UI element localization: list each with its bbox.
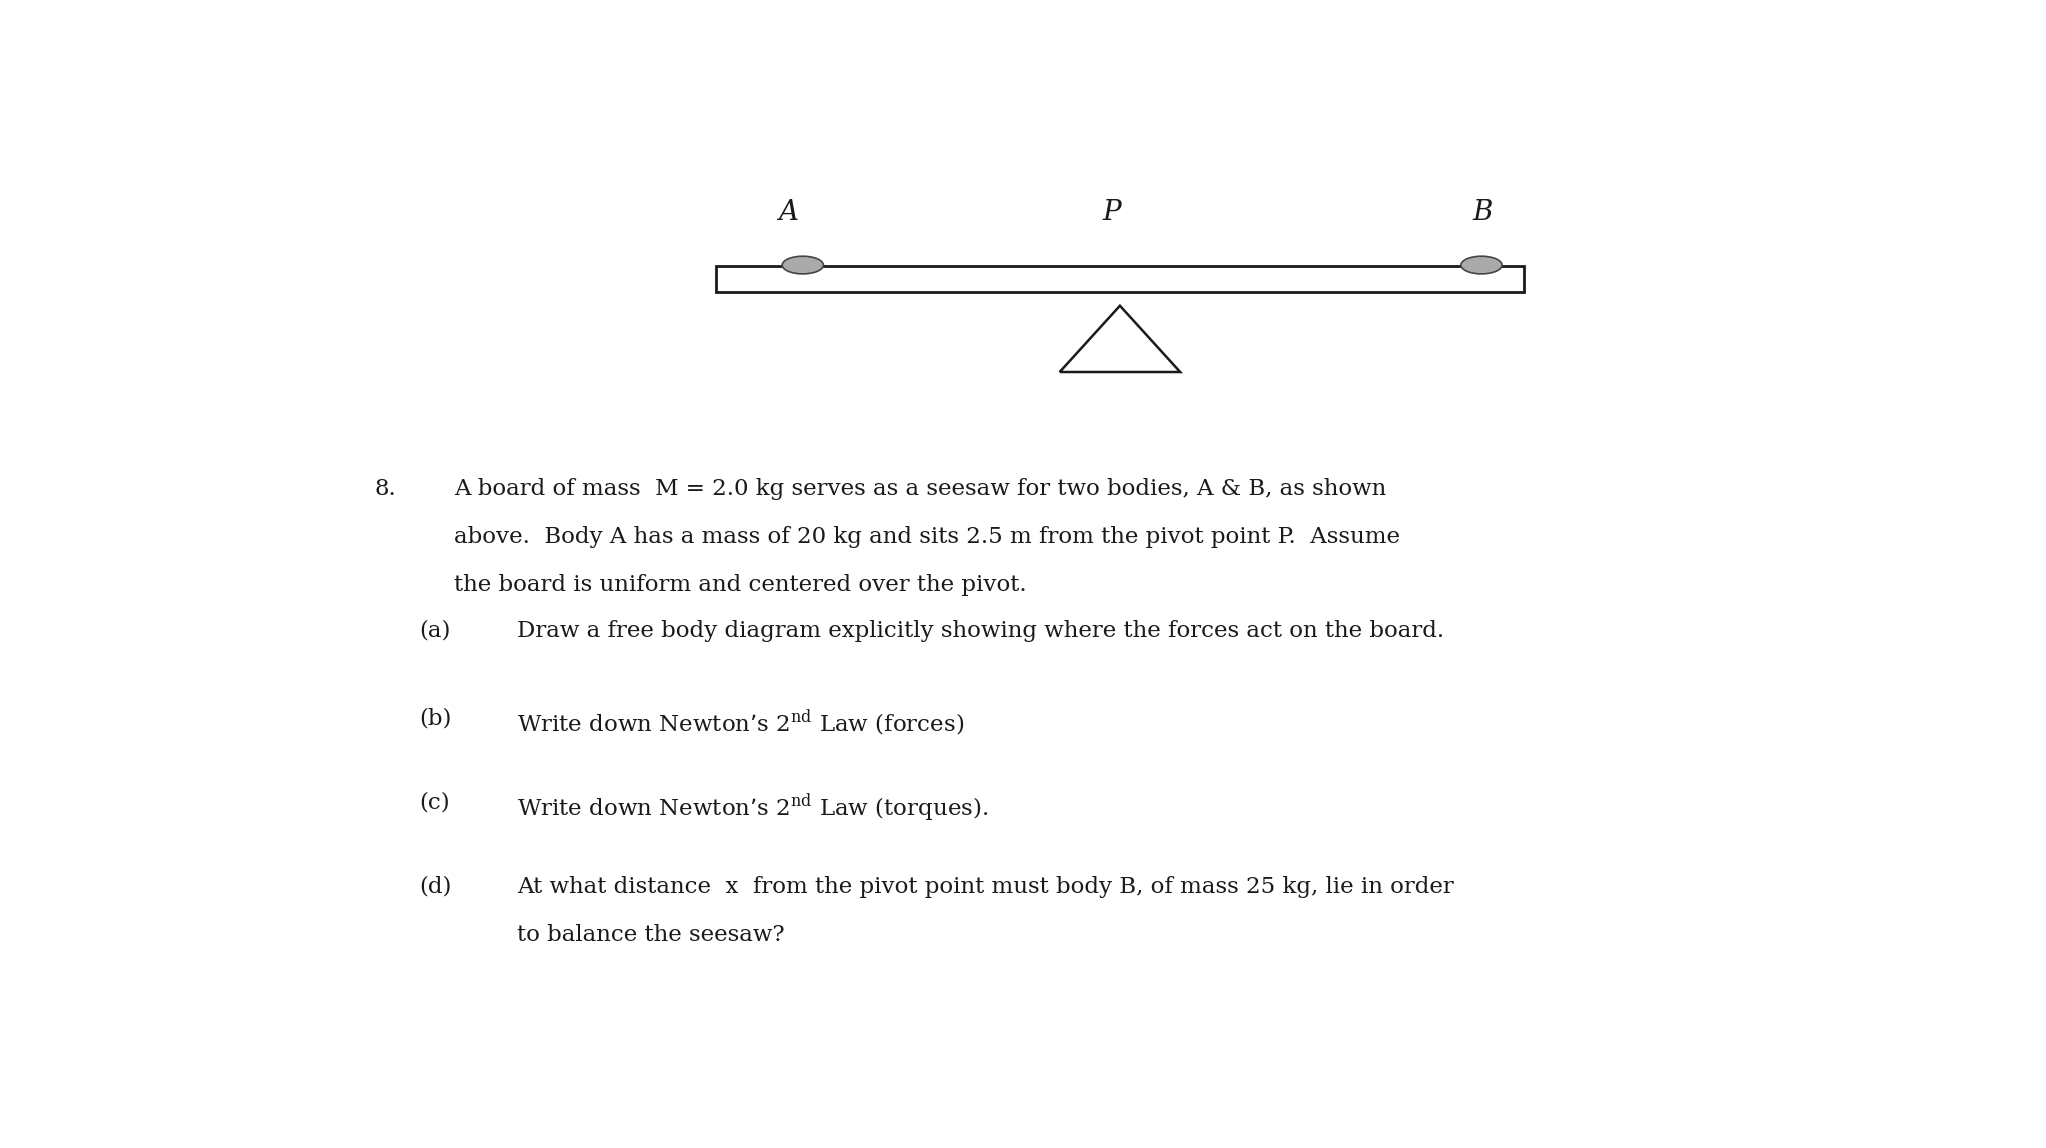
Text: A board of mass  M = 2.0 kg serves as a seesaw for two bodies, A & B, as shown: A board of mass M = 2.0 kg serves as a s…: [454, 478, 1387, 501]
Text: to balance the seesaw?: to balance the seesaw?: [518, 924, 786, 946]
Text: the board is uniform and centered over the pivot.: the board is uniform and centered over t…: [454, 574, 1027, 596]
Text: A: A: [780, 199, 798, 226]
Ellipse shape: [782, 256, 822, 274]
Ellipse shape: [1461, 256, 1502, 274]
Text: Draw a free body diagram explicitly showing where the forces act on the board.: Draw a free body diagram explicitly show…: [518, 620, 1444, 642]
Text: (b): (b): [419, 708, 452, 730]
Text: Write down Newton’s 2$^{\mathregular{nd}}$ Law (forces): Write down Newton’s 2$^{\mathregular{nd}…: [518, 708, 964, 738]
Text: Write down Newton’s 2$^{\mathregular{nd}}$ Law (torques).: Write down Newton’s 2$^{\mathregular{nd}…: [518, 792, 988, 824]
Text: At what distance  x  from the pivot point must body B, of mass 25 kg, lie in ord: At what distance x from the pivot point …: [518, 876, 1455, 898]
Text: (a): (a): [419, 620, 450, 642]
Text: (d): (d): [419, 876, 452, 898]
Text: above.  Body A has a mass of 20 kg and sits 2.5 m from the pivot point P.  Assum: above. Body A has a mass of 20 kg and si…: [454, 526, 1399, 548]
Bar: [716, 266, 1524, 293]
Text: 8.: 8.: [374, 478, 397, 501]
Text: B: B: [1473, 199, 1494, 226]
Text: P: P: [1103, 199, 1121, 226]
Text: (c): (c): [419, 792, 450, 814]
